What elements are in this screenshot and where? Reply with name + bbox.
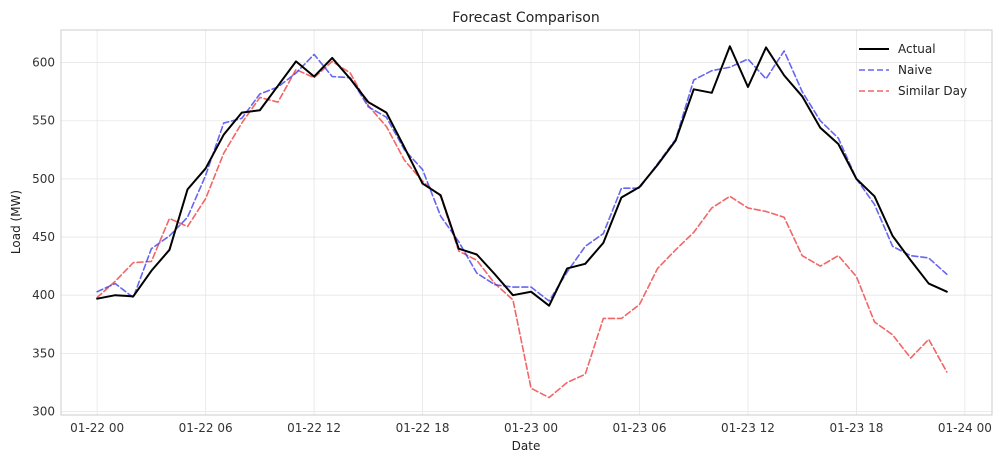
x-tick-label: 01-23 06 [613, 421, 667, 435]
legend: Actual Naive Similar Day [859, 42, 967, 98]
y-tick-label: 600 [32, 56, 55, 70]
y-axis-ticks: 300 350 400 450 500 550 600 [32, 56, 55, 419]
series-line-similar-day [96, 60, 948, 399]
x-tick-label: 01-24 00 [938, 421, 992, 435]
legend-label: Naive [898, 63, 932, 77]
y-tick-label: 450 [32, 230, 55, 244]
legend-label: Similar Day [898, 84, 967, 98]
x-tick-label: 01-22 06 [179, 421, 233, 435]
series-lines [96, 45, 948, 399]
x-axis-ticks: 01-22 00 01-22 06 01-22 12 01-22 18 01-23 00… [70, 421, 992, 435]
series-line-actual [96, 45, 948, 307]
x-tick-label: 01-22 12 [287, 421, 341, 435]
series-line-naive [96, 50, 948, 302]
y-tick-label: 400 [32, 288, 55, 302]
y-tick-label: 300 [32, 405, 55, 419]
y-tick-label: 550 [32, 114, 55, 128]
y-tick-label: 350 [32, 346, 55, 360]
chart-title: Forecast Comparison [452, 10, 600, 26]
grid [61, 30, 992, 415]
y-tick-label: 500 [32, 172, 55, 186]
x-tick-label: 01-23 12 [721, 421, 775, 435]
x-tick-label: 01-23 18 [829, 421, 883, 435]
legend-label: Actual [898, 42, 936, 56]
x-axis-title: Date [512, 439, 541, 453]
x-tick-label: 01-23 00 [504, 421, 558, 435]
plot-area-frame [60, 29, 993, 416]
y-axis-title: Load (MW) [9, 190, 23, 254]
x-tick-label: 01-22 18 [396, 421, 450, 435]
x-tick-label: 01-22 00 [70, 421, 124, 435]
